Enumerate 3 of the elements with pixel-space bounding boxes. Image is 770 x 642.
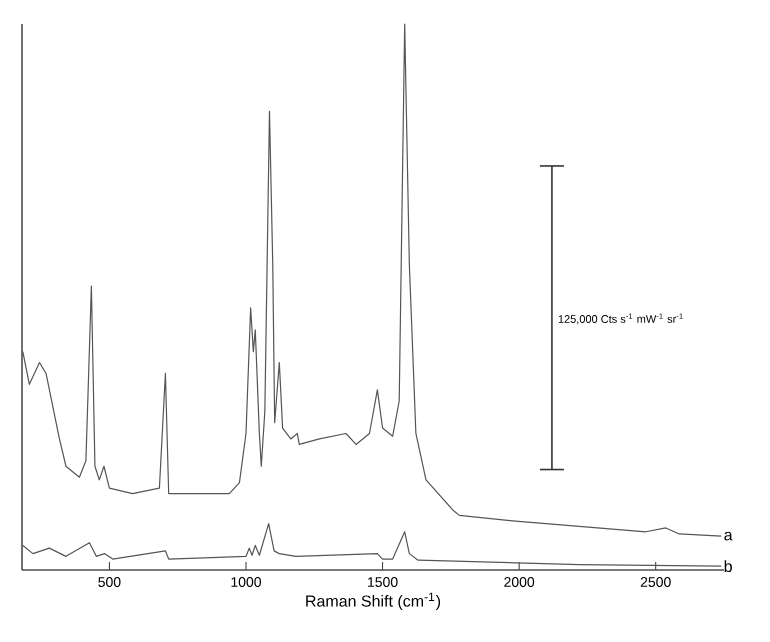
series-label: a bbox=[724, 531, 733, 541]
x-axis-title: Raman Shift (cm$^{-1}$) bbox=[306, 592, 441, 610]
series-label: b bbox=[724, 560, 732, 573]
